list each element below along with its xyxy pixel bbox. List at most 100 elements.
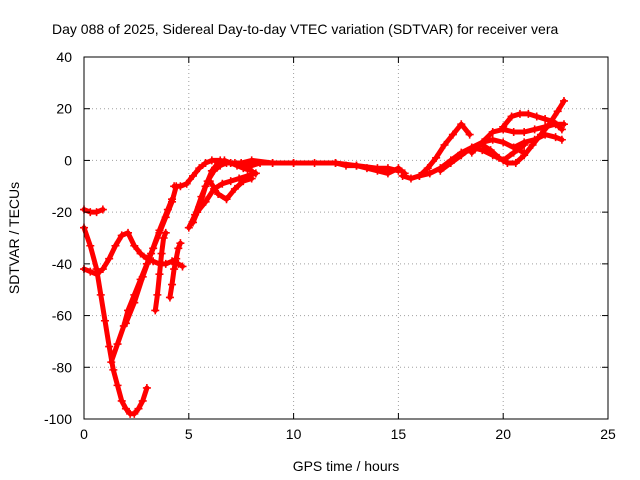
data-point xyxy=(201,159,210,168)
x-tick-label: 5 xyxy=(185,426,193,442)
data-point xyxy=(172,254,181,263)
data-point xyxy=(176,239,185,248)
plot-frame xyxy=(83,56,609,420)
x-tick-label: 10 xyxy=(286,426,302,442)
data-point xyxy=(549,117,558,126)
x-tick-label: 20 xyxy=(495,426,511,442)
data-point xyxy=(170,265,179,274)
x-tick-label: 0 xyxy=(80,426,88,442)
data-point xyxy=(98,205,107,214)
data-point xyxy=(195,164,204,173)
data-point xyxy=(130,241,139,250)
data-point xyxy=(465,130,474,139)
data-point xyxy=(488,127,497,136)
series-s21 xyxy=(509,130,566,152)
data-point xyxy=(373,166,382,175)
data-point xyxy=(448,130,457,139)
data-point xyxy=(251,169,260,178)
data-point xyxy=(383,169,392,178)
data-point xyxy=(100,316,109,325)
series-s3 xyxy=(80,223,151,418)
data-point xyxy=(511,159,520,168)
data-traces xyxy=(80,96,568,418)
data-point xyxy=(111,241,120,250)
data-point xyxy=(440,140,449,149)
data-point xyxy=(446,159,455,168)
data-point xyxy=(159,234,168,242)
data-point xyxy=(121,404,130,413)
data-point xyxy=(362,164,371,173)
data-point xyxy=(117,396,126,405)
data-point xyxy=(499,138,508,147)
data-point xyxy=(457,151,466,160)
series-line xyxy=(190,157,255,225)
data-point xyxy=(503,159,512,168)
series-s20 xyxy=(499,109,566,134)
data-point xyxy=(289,159,298,168)
data-point xyxy=(530,135,539,144)
axes: 0 5 10 15 20 25 -100 -80 -60 -40 -20 0 20 40 xyxy=(44,49,616,442)
data-point xyxy=(168,280,177,289)
data-point xyxy=(235,174,244,183)
data-point xyxy=(239,177,248,186)
data-point xyxy=(161,228,170,237)
data-point xyxy=(553,107,562,116)
data-point xyxy=(207,156,216,165)
data-point xyxy=(201,182,210,191)
series-s7 xyxy=(165,239,185,302)
data-point xyxy=(530,125,539,134)
data-point xyxy=(193,208,202,217)
data-point xyxy=(520,138,529,147)
y-tick-label: -40 xyxy=(52,256,72,272)
y-tick-label: -20 xyxy=(52,204,72,220)
data-point xyxy=(184,223,193,232)
chart-title: Day 088 of 2025, Sidereal Day-to-day VTE… xyxy=(52,21,558,37)
series-s12 xyxy=(205,174,256,204)
data-point xyxy=(394,164,403,173)
data-point xyxy=(557,125,566,134)
data-point xyxy=(532,112,541,121)
data-point xyxy=(151,306,160,315)
y-tick-label: -100 xyxy=(44,411,72,427)
data-point xyxy=(509,143,518,152)
data-point xyxy=(86,241,95,250)
data-point xyxy=(113,381,122,390)
data-point xyxy=(233,161,242,170)
data-point xyxy=(268,159,277,168)
data-point xyxy=(163,205,172,214)
data-point xyxy=(138,396,147,405)
data-point xyxy=(214,190,223,199)
data-point xyxy=(478,140,487,149)
data-point xyxy=(205,177,214,186)
data-point xyxy=(247,174,256,183)
data-point xyxy=(136,249,145,258)
data-point xyxy=(168,195,177,204)
data-point xyxy=(157,249,166,258)
data-point xyxy=(520,151,529,160)
data-point xyxy=(432,153,441,162)
data-point xyxy=(226,177,235,186)
data-point xyxy=(425,169,434,178)
y-axis-label: SDTVAR / TECUs xyxy=(6,182,22,294)
x-tick-label: 15 xyxy=(391,426,407,442)
data-point xyxy=(230,184,239,193)
data-point xyxy=(130,409,139,418)
data-point xyxy=(247,159,256,168)
data-point xyxy=(423,164,432,173)
data-point xyxy=(92,208,101,217)
data-point xyxy=(310,159,319,168)
data-point xyxy=(178,262,187,271)
data-point xyxy=(557,135,566,144)
data-point xyxy=(218,179,227,188)
data-point xyxy=(161,259,170,268)
y-tick-label: 20 xyxy=(56,101,72,117)
data-point xyxy=(207,166,216,175)
data-point xyxy=(352,161,361,170)
data-point xyxy=(226,159,235,168)
data-point xyxy=(436,166,445,175)
data-point xyxy=(551,133,560,142)
data-point xyxy=(92,265,101,274)
data-point xyxy=(105,254,114,263)
data-point xyxy=(86,267,95,276)
data-point xyxy=(495,153,504,162)
